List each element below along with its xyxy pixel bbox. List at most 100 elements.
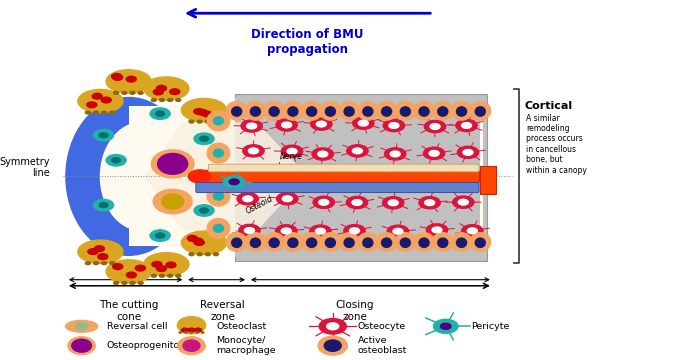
Circle shape: [199, 208, 208, 213]
Circle shape: [194, 133, 214, 144]
Ellipse shape: [470, 102, 490, 120]
Circle shape: [282, 228, 291, 234]
Ellipse shape: [269, 107, 279, 116]
Ellipse shape: [288, 107, 298, 116]
Ellipse shape: [301, 102, 322, 120]
Circle shape: [168, 99, 173, 102]
Circle shape: [194, 205, 214, 216]
Circle shape: [432, 227, 442, 233]
Circle shape: [458, 199, 469, 205]
Circle shape: [310, 225, 331, 237]
Circle shape: [88, 249, 98, 255]
Ellipse shape: [66, 98, 192, 255]
Ellipse shape: [339, 233, 360, 251]
Circle shape: [275, 225, 297, 237]
Circle shape: [87, 102, 97, 108]
Ellipse shape: [207, 111, 229, 131]
Ellipse shape: [214, 117, 223, 125]
Circle shape: [101, 111, 107, 114]
Circle shape: [462, 225, 483, 237]
Ellipse shape: [182, 98, 227, 122]
Ellipse shape: [245, 102, 266, 120]
Circle shape: [160, 274, 164, 277]
Circle shape: [130, 91, 135, 94]
Text: Reversal cell: Reversal cell: [107, 322, 167, 331]
Ellipse shape: [475, 107, 485, 116]
Ellipse shape: [395, 233, 416, 251]
Ellipse shape: [432, 102, 453, 120]
Circle shape: [185, 332, 187, 333]
Ellipse shape: [264, 102, 284, 120]
Circle shape: [126, 272, 136, 278]
Ellipse shape: [307, 238, 316, 247]
Text: Osteocyte: Osteocyte: [358, 322, 406, 331]
Circle shape: [110, 262, 115, 265]
Ellipse shape: [451, 233, 472, 251]
Circle shape: [170, 89, 179, 95]
Circle shape: [114, 282, 119, 284]
Circle shape: [112, 75, 123, 80]
Text: The cutting
cone: The cutting cone: [99, 300, 158, 322]
Circle shape: [187, 235, 197, 241]
Circle shape: [390, 151, 400, 157]
Circle shape: [352, 148, 362, 154]
Ellipse shape: [78, 240, 123, 264]
Circle shape: [136, 265, 145, 271]
Circle shape: [387, 225, 408, 237]
Ellipse shape: [414, 102, 434, 120]
Circle shape: [202, 111, 212, 117]
Ellipse shape: [395, 102, 416, 120]
Circle shape: [344, 225, 365, 237]
Ellipse shape: [456, 107, 466, 116]
Circle shape: [112, 73, 122, 79]
Circle shape: [312, 148, 334, 160]
Circle shape: [94, 262, 99, 265]
Circle shape: [347, 197, 368, 208]
Circle shape: [155, 233, 164, 238]
Circle shape: [462, 123, 471, 128]
Ellipse shape: [264, 233, 284, 251]
Ellipse shape: [438, 107, 448, 116]
Text: Pericyte: Pericyte: [471, 322, 509, 331]
Ellipse shape: [162, 194, 184, 209]
Circle shape: [195, 240, 204, 246]
Circle shape: [112, 158, 121, 163]
Circle shape: [316, 121, 326, 127]
Text: Osteoclast: Osteoclast: [216, 322, 267, 331]
Circle shape: [189, 120, 194, 123]
Circle shape: [114, 91, 119, 94]
Ellipse shape: [232, 107, 242, 116]
Circle shape: [197, 109, 208, 115]
Ellipse shape: [78, 89, 123, 113]
Ellipse shape: [325, 107, 336, 116]
Ellipse shape: [320, 233, 340, 251]
Text: Nerve: Nerve: [279, 152, 302, 161]
Text: Osteoprogenitors: Osteoprogenitors: [107, 341, 189, 350]
Text: Osteoid: Osteoid: [245, 194, 275, 216]
Ellipse shape: [144, 77, 189, 100]
Ellipse shape: [207, 186, 229, 206]
Ellipse shape: [301, 233, 322, 251]
Circle shape: [229, 179, 239, 185]
Ellipse shape: [214, 225, 223, 232]
Text: Closing
zone: Closing zone: [336, 300, 374, 322]
Circle shape: [168, 274, 173, 277]
Circle shape: [94, 111, 99, 114]
Circle shape: [282, 196, 292, 202]
Ellipse shape: [470, 233, 490, 251]
Ellipse shape: [269, 238, 279, 247]
Circle shape: [313, 196, 334, 208]
Circle shape: [389, 123, 399, 129]
Circle shape: [276, 119, 297, 131]
Circle shape: [106, 154, 126, 166]
Circle shape: [176, 274, 181, 277]
Ellipse shape: [320, 102, 340, 120]
Circle shape: [190, 332, 192, 333]
Circle shape: [122, 91, 127, 94]
Circle shape: [101, 262, 107, 265]
Circle shape: [194, 109, 204, 114]
Ellipse shape: [414, 233, 434, 251]
Ellipse shape: [438, 238, 448, 247]
Circle shape: [189, 253, 194, 256]
Ellipse shape: [325, 238, 336, 247]
